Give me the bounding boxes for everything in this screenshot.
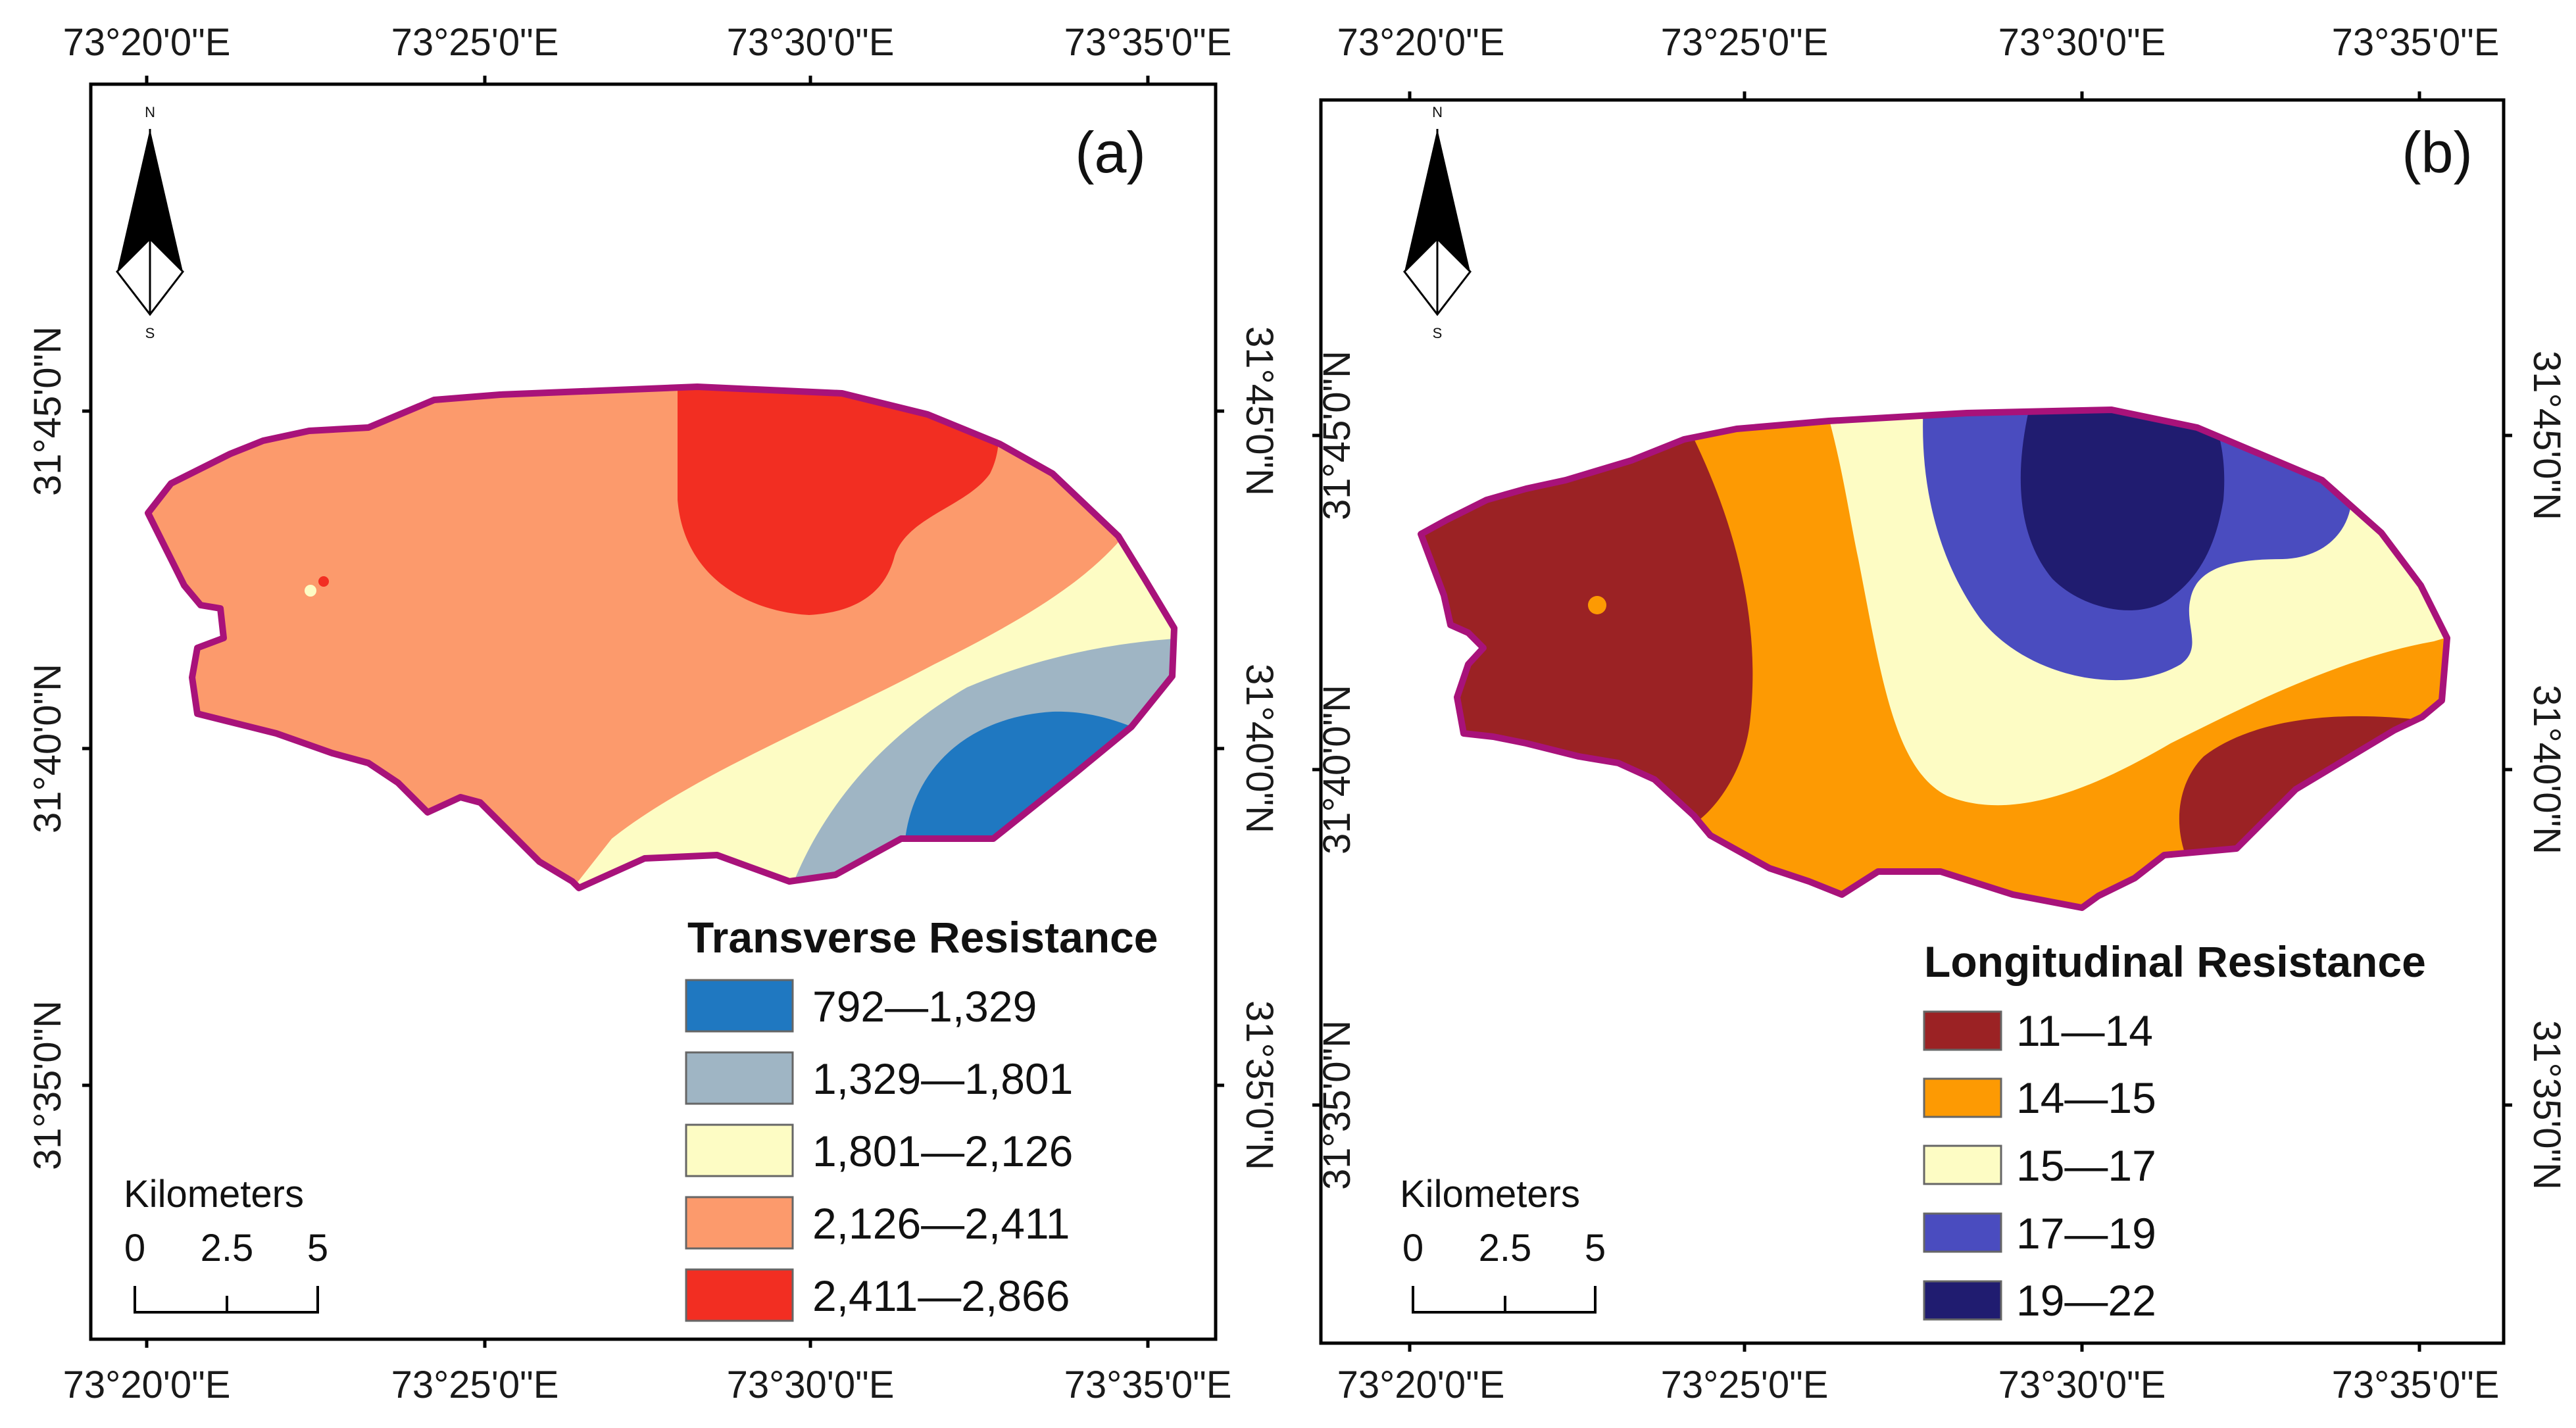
y-tick-label-a-left-3: 31°35'0"N bbox=[26, 1000, 69, 1170]
legend-item-b: 11—14 bbox=[1923, 1006, 2153, 1055]
legend-label-b-3: 17—19 bbox=[2016, 1209, 2156, 1258]
zones-a bbox=[148, 387, 1174, 888]
x-tick-label-a-top-3: 73°30'0"E bbox=[727, 21, 895, 64]
y-tick-label-a-left-2: 31°40'0"N bbox=[26, 664, 69, 833]
legend-label-a-3: 2,126—2,411 bbox=[812, 1199, 1070, 1248]
legend-a: Transverse Resistance 792—1,329 1,329—1,… bbox=[685, 913, 1158, 1322]
scale-title-b: Kilometers bbox=[1400, 1173, 1580, 1216]
x-tick-label-a-top-2: 73°25'0"E bbox=[391, 21, 559, 64]
scale-bar-b: Kilometers 0 2.5 5 bbox=[1400, 1173, 1606, 1314]
legend-item-b: 15—17 bbox=[1923, 1141, 2156, 1190]
legend-swatch-b-2 bbox=[1923, 1145, 2002, 1185]
x-tick-label-b-top-3: 73°30'0"E bbox=[1998, 21, 2166, 64]
south-label-a: S bbox=[145, 325, 155, 341]
y-tick-label-a-left-1: 31°45'0"N bbox=[26, 326, 69, 496]
panel-label-a: (a) bbox=[1075, 120, 1146, 185]
legend-item-a: 2,126—2,411 bbox=[685, 1196, 1070, 1250]
legend-label-b-4: 19—22 bbox=[2016, 1276, 2156, 1325]
point-marker-b bbox=[1588, 596, 1606, 614]
x-tick-label-b-top-4: 73°35'0"E bbox=[2332, 21, 2500, 64]
panel-a: 73°20'0"E 73°25'0"E 73°30'0"E 73°35'0"E … bbox=[26, 21, 1281, 1406]
south-label-b: S bbox=[1433, 325, 1443, 341]
study-area-boundary-b bbox=[1418, 406, 2450, 911]
x-tick-label-b-top-1: 73°20'0"E bbox=[1337, 21, 1505, 64]
y-tick-label-b-left-3: 31°35'0"N bbox=[1316, 1020, 1358, 1190]
y-tick-label-a-right-2: 31°40'0"N bbox=[1238, 664, 1281, 833]
x-tick-label-b-bottom-2: 73°25'0"E bbox=[1661, 1364, 1829, 1406]
legend-b: Longitudinal Resistance 11—14 14—15 15—1… bbox=[1923, 937, 2426, 1325]
legend-swatch-a-4 bbox=[685, 1268, 794, 1322]
scale-title-a: Kilometers bbox=[124, 1173, 304, 1216]
x-tick-label-b-bottom-3: 73°30'0"E bbox=[1998, 1364, 2166, 1406]
scale-tick-a-1: 2.5 bbox=[201, 1227, 254, 1269]
north-label-a: N bbox=[145, 104, 155, 120]
legend-swatch-a-2 bbox=[685, 1123, 794, 1177]
legend-label-b-0: 11—14 bbox=[2016, 1006, 2153, 1055]
legend-item-a: 792—1,329 bbox=[685, 979, 1037, 1033]
scale-tick-b-0: 0 bbox=[1402, 1227, 1424, 1269]
point-marker-a bbox=[305, 585, 316, 597]
legend-title-a: Transverse Resistance bbox=[687, 913, 1158, 962]
x-tick-label-a-top-4: 73°35'0"E bbox=[1064, 21, 1232, 64]
y-tick-label-b-right-2: 31°40'0"N bbox=[2525, 685, 2568, 854]
legend-title-b: Longitudinal Resistance bbox=[1924, 937, 2426, 986]
legend-swatch-a-3 bbox=[685, 1196, 794, 1250]
legend-label-a-0: 792—1,329 bbox=[812, 982, 1037, 1031]
north-label-b: N bbox=[1432, 104, 1443, 120]
legend-swatch-b-4 bbox=[1923, 1280, 2002, 1321]
panel-label-b: (b) bbox=[2402, 120, 2473, 185]
x-tick-label-b-bottom-1: 73°20'0"E bbox=[1337, 1364, 1505, 1406]
legend-item-a: 2,411—2,866 bbox=[685, 1268, 1070, 1322]
legend-item-a: 1,329—1,801 bbox=[685, 1051, 1073, 1105]
legend-label-a-4: 2,411—2,866 bbox=[812, 1271, 1070, 1320]
x-tick-label-a-bottom-1: 73°20'0"E bbox=[63, 1364, 231, 1406]
legend-label-a-1: 1,329—1,801 bbox=[812, 1054, 1073, 1103]
legend-label-b-2: 15—17 bbox=[2016, 1141, 2156, 1190]
north-arrow-icon: N S bbox=[1403, 104, 1472, 341]
map-frame-a bbox=[89, 82, 1218, 1341]
x-tick-label-b-top-2: 73°25'0"E bbox=[1661, 21, 1829, 64]
tick-marks-a bbox=[82, 76, 1224, 1348]
legend-item-b: 17—19 bbox=[1923, 1209, 2156, 1258]
x-tick-label-a-bottom-4: 73°35'0"E bbox=[1064, 1364, 1232, 1406]
legend-item-b: 19—22 bbox=[1923, 1276, 2156, 1325]
legend-swatch-b-3 bbox=[1923, 1212, 2002, 1253]
y-tick-label-a-right-1: 31°45'0"N bbox=[1238, 326, 1281, 496]
point-marker-a-2 bbox=[318, 576, 329, 587]
x-tick-label-a-top-1: 73°20'0"E bbox=[63, 21, 231, 64]
scale-tick-a-2: 5 bbox=[307, 1227, 328, 1269]
scale-tick-b-2: 5 bbox=[1585, 1227, 1606, 1269]
y-tick-label-b-right-1: 31°45'0"N bbox=[2525, 351, 2568, 520]
legend-label-a-2: 1,801—2,126 bbox=[812, 1127, 1073, 1175]
legend-swatch-b-0 bbox=[1923, 1010, 2002, 1051]
legend-label-b-1: 14—15 bbox=[2016, 1073, 2156, 1122]
x-tick-label-a-bottom-3: 73°30'0"E bbox=[727, 1364, 895, 1406]
legend-item-a: 1,801—2,126 bbox=[685, 1123, 1073, 1177]
x-tick-label-a-bottom-2: 73°25'0"E bbox=[391, 1364, 559, 1406]
scale-tick-b-1: 2.5 bbox=[1479, 1227, 1532, 1269]
legend-swatch-a-0 bbox=[685, 979, 794, 1033]
y-tick-label-b-left-2: 31°40'0"N bbox=[1316, 685, 1358, 854]
scale-bar-a: Kilometers 0 2.5 5 bbox=[124, 1173, 328, 1314]
tick-marks-b bbox=[1312, 91, 2512, 1352]
y-tick-label-a-right-3: 31°35'0"N bbox=[1238, 1000, 1281, 1170]
legend-item-b: 14—15 bbox=[1923, 1073, 2156, 1122]
x-tick-label-b-bottom-4: 73°35'0"E bbox=[2332, 1364, 2500, 1406]
zones-b bbox=[1421, 410, 2447, 908]
map-frame-b bbox=[1319, 98, 2506, 1345]
panel-b: 73°20'0"E 73°25'0"E 73°30'0"E 73°35'0"E … bbox=[1312, 21, 2568, 1406]
scale-tick-a-0: 0 bbox=[124, 1227, 145, 1269]
north-arrow-icon: N S bbox=[116, 104, 184, 341]
y-tick-label-b-left-1: 31°45'0"N bbox=[1316, 351, 1358, 520]
study-area-boundary-a bbox=[145, 383, 1177, 891]
y-tick-label-b-right-3: 31°35'0"N bbox=[2525, 1020, 2568, 1190]
legend-swatch-b-1 bbox=[1923, 1077, 2002, 1118]
legend-swatch-a-1 bbox=[685, 1051, 794, 1105]
zone-19-22 bbox=[2020, 410, 2225, 610]
zone-2411-2866 bbox=[678, 387, 999, 615]
